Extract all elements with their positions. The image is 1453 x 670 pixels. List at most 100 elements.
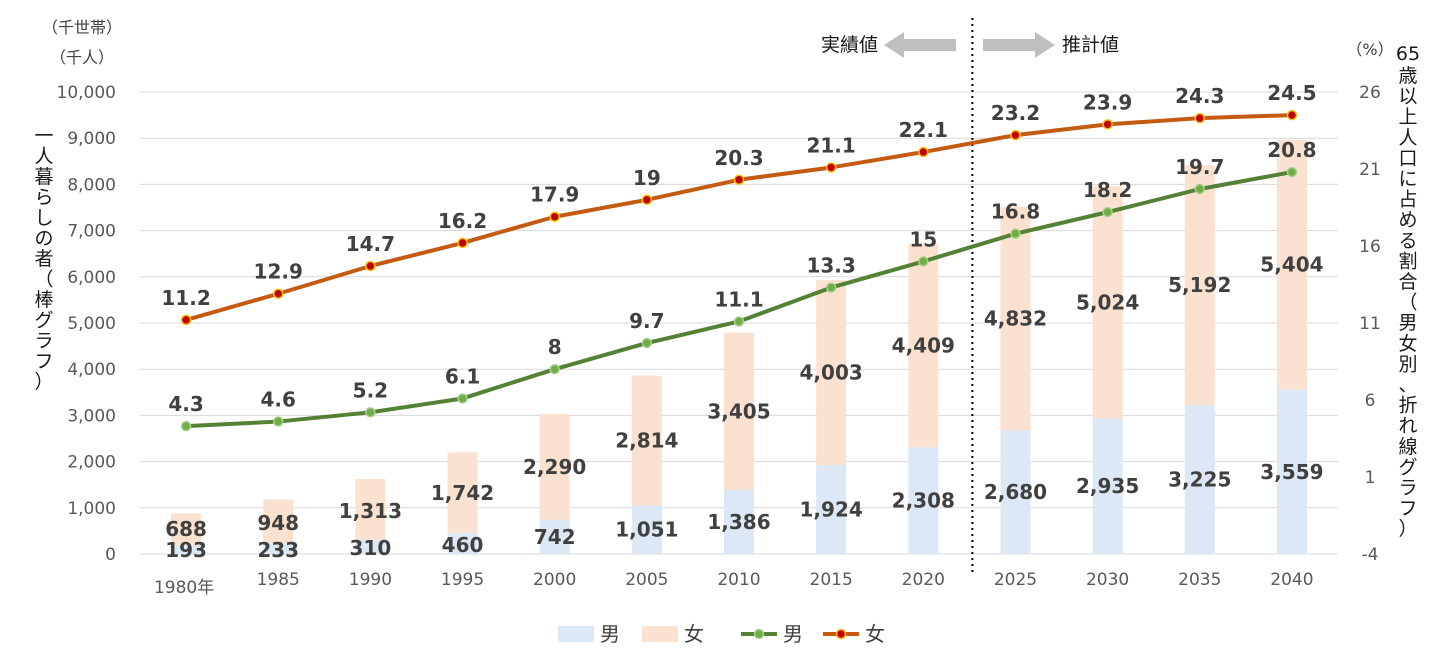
bar-female xyxy=(355,479,386,540)
male-share-marker xyxy=(1010,228,1021,239)
line-label-male: 8 xyxy=(548,335,562,359)
bar-label-female: 948 xyxy=(257,511,299,535)
bar-female xyxy=(908,243,939,448)
female-share-marker xyxy=(918,146,929,158)
male-share-marker xyxy=(733,316,745,327)
legend-swatch-marker xyxy=(835,628,847,640)
x-tick-label: 2035 xyxy=(1178,570,1221,590)
female-share-marker xyxy=(1194,112,1206,124)
line-label-male: 4.3 xyxy=(168,392,203,416)
line-label-female: 23.2 xyxy=(991,101,1040,125)
line-label-male: 13.3 xyxy=(806,254,855,278)
line-label-female: 21.1 xyxy=(806,133,855,157)
bar-female xyxy=(724,332,754,490)
bar-label-male: 233 xyxy=(257,538,299,562)
bar-label-female: 1,742 xyxy=(431,481,494,505)
line-label-female: 11.2 xyxy=(161,286,210,310)
bar-female xyxy=(816,280,847,466)
bar-male xyxy=(1184,405,1215,554)
bar-label-male: 1,051 xyxy=(615,518,678,542)
line-label-female: 14.7 xyxy=(346,232,395,256)
bar-male xyxy=(355,539,386,554)
male-share-marker xyxy=(825,282,837,293)
right-unit-percent: （%） xyxy=(1346,40,1393,59)
x-tick-label: 2040 xyxy=(1270,570,1313,590)
bar-label-male: 3,559 xyxy=(1260,460,1323,484)
y-right-tick-label: 1 xyxy=(1365,468,1376,488)
bar-male xyxy=(263,543,294,554)
male-share-marker xyxy=(641,337,653,349)
y-left-tick-label: 6,000 xyxy=(67,268,116,288)
right-arrow-icon xyxy=(983,32,1055,58)
legend-swatch-bar xyxy=(642,626,678,642)
line-label-male: 11.1 xyxy=(714,287,763,311)
bar-male xyxy=(908,447,939,554)
y-right-tick-label: 6 xyxy=(1365,391,1376,411)
legend-label: 男 xyxy=(600,622,620,646)
y-left-tick-label: 0 xyxy=(105,545,116,565)
female-share-marker xyxy=(365,260,376,272)
bar-label-female: 3,405 xyxy=(707,399,770,423)
female-share-marker xyxy=(180,314,192,326)
bar-label-female: 4,832 xyxy=(984,307,1047,331)
left-unit-persons: （千人） xyxy=(50,48,114,67)
line-label-female: 12.9 xyxy=(254,260,303,284)
bar-male xyxy=(816,465,847,554)
line-label-female: 24.5 xyxy=(1267,81,1316,105)
bar-male xyxy=(539,519,570,554)
line-label-female: 23.9 xyxy=(1083,90,1132,114)
female-share-marker xyxy=(549,211,560,222)
bar-female xyxy=(539,413,570,520)
bar-label-female: 2,290 xyxy=(523,455,586,479)
legend: 男女男女 xyxy=(558,622,885,646)
bar-female xyxy=(1000,206,1031,431)
line-label-male: 15 xyxy=(909,227,937,251)
bar-label-female: 688 xyxy=(165,517,207,541)
x-tick-label: 1980年 xyxy=(154,578,214,598)
female-share-marker xyxy=(825,162,837,173)
x-tick-label: 1990 xyxy=(349,570,392,590)
x-tick-label: 2015 xyxy=(810,570,853,590)
legend-label: 女 xyxy=(865,622,885,646)
x-tick-label: 1995 xyxy=(441,570,484,590)
region-annotations: 実績値 推計値 xyxy=(821,32,1119,58)
x-tick-label: 2030 xyxy=(1086,570,1129,590)
bar-male xyxy=(171,545,202,554)
bar-label-female: 5,024 xyxy=(1076,290,1139,314)
bar-label-male: 1,924 xyxy=(800,498,863,522)
bar-label-male: 3,225 xyxy=(1168,468,1231,492)
male-share-marker xyxy=(1286,166,1298,178)
male-share-marker xyxy=(549,363,560,375)
bars xyxy=(171,139,1307,554)
bar-female xyxy=(171,513,202,546)
x-tick-label: 2010 xyxy=(717,570,760,590)
bar-label-male: 460 xyxy=(442,533,484,557)
line-label-female: 16.2 xyxy=(438,209,487,233)
y-right-tick-label: 11 xyxy=(1359,314,1381,334)
x-tick-label: 2005 xyxy=(625,570,668,590)
y-right-tick-label: 21 xyxy=(1359,160,1381,180)
male-share-marker xyxy=(272,416,284,427)
vertical-axis-titles: 一人暮らしの者（棒グラフ） 65 歳以上人口に占める割合（男女別、折れ線グラフ） xyxy=(34,43,1420,540)
bar-label-male: 2,680 xyxy=(984,480,1047,504)
legend-label: 女 xyxy=(684,622,704,646)
bar-male xyxy=(1000,430,1031,554)
line-label-male: 5.2 xyxy=(353,378,388,402)
legend-label: 男 xyxy=(783,622,803,646)
lines xyxy=(180,109,1298,432)
male-share-marker xyxy=(457,393,468,404)
left-unit-households: （千世帯） xyxy=(42,18,122,37)
line-label-male: 20.8 xyxy=(1267,138,1316,162)
y-left-axis-title: 一人暮らしの者（棒グラフ） xyxy=(34,125,53,393)
actual-values-label: 実績値 xyxy=(821,34,878,56)
y-left-tick-label: 10,000 xyxy=(57,83,116,103)
y-left-tick-label: 1,000 xyxy=(67,499,116,519)
line-label-female: 22.1 xyxy=(899,118,948,142)
y-right-axis-title: 65 歳以上人口に占める割合（男女別、折れ線グラフ） xyxy=(1396,43,1420,540)
line-label-female: 17.9 xyxy=(530,183,579,207)
male-share-marker xyxy=(180,420,192,432)
left-arrow-icon xyxy=(884,32,956,58)
y-left-tick-label: 7,000 xyxy=(67,222,116,242)
bar-female xyxy=(631,375,662,506)
